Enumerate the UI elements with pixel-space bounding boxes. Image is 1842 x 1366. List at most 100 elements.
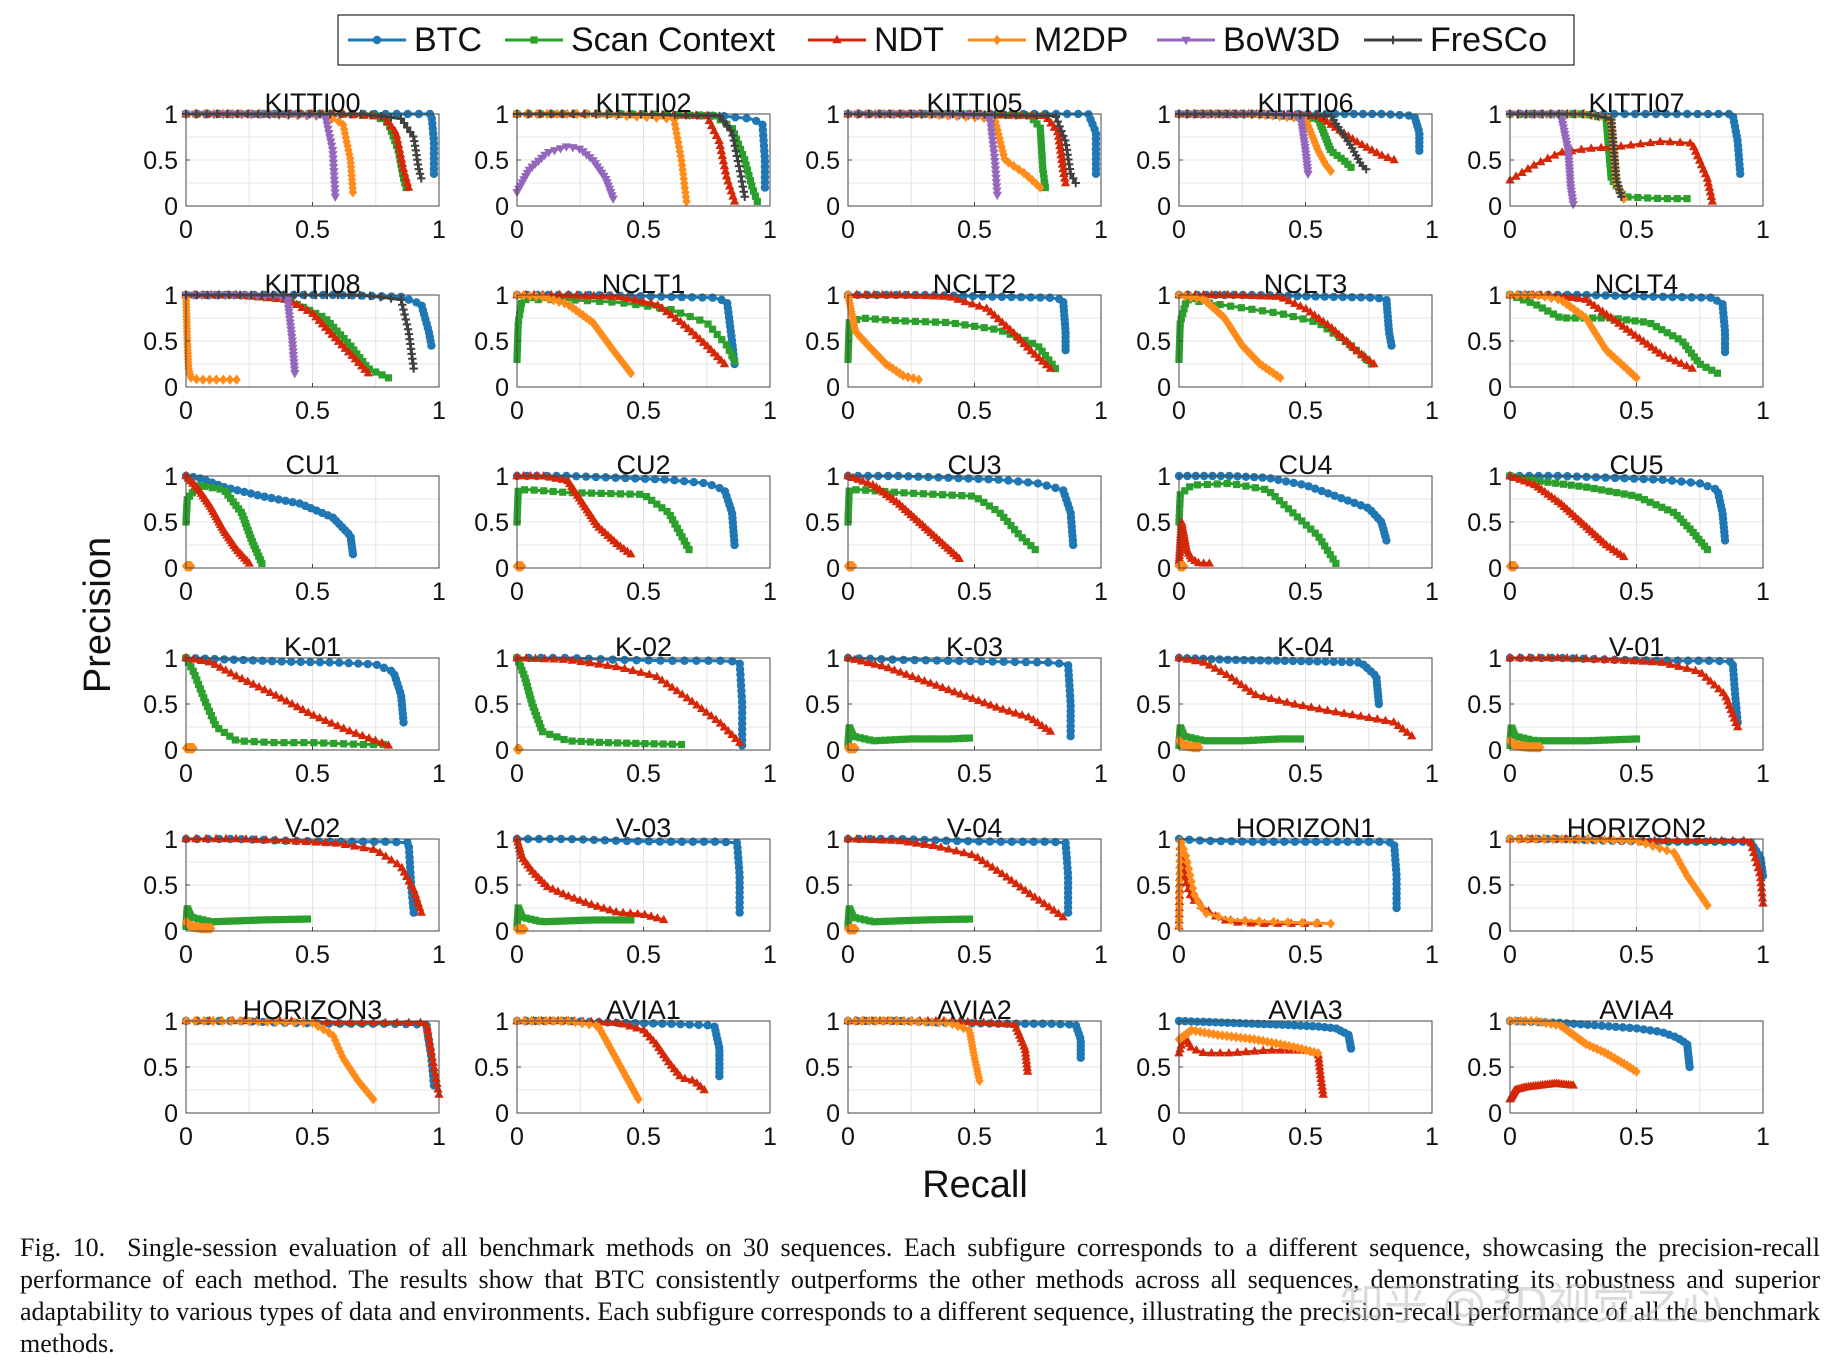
data-point-scan-context [1279,310,1288,318]
data-point-scan-context [845,491,853,500]
data-point-ndt [1514,652,1525,662]
x-tick-label: 0.5 [626,760,661,788]
data-point-scan-context [1535,737,1543,745]
data-point-ndt [382,116,393,126]
data-point-scan-context [1051,365,1060,373]
data-point-ndt [1056,149,1066,159]
x-tick-label: 0 [510,941,524,969]
x-tick-label: 0.5 [1288,397,1323,425]
data-point-scan-context [384,374,392,382]
data-point-scan-context [250,738,258,746]
data-point-ndt [1638,656,1648,665]
data-point-m2dp [348,187,358,198]
y-tick-label: 0.5 [143,328,178,356]
data-point-ndt [1655,136,1665,145]
data-point-btc [1023,478,1033,487]
data-point-scan-context [568,737,576,745]
data-point-scan-context [353,350,361,358]
y-tick-label: 0.5 [805,691,840,719]
data-point-scan-context [871,315,879,323]
data-point-m2dp [673,132,682,144]
data-point-btc [1387,341,1396,350]
data-point-ndt [1645,137,1656,147]
data-point-scan-context [958,492,966,500]
data-point-ndt [326,718,337,727]
x-tick-label: 0 [179,578,193,606]
data-point-scan-context [1185,483,1194,491]
data-point-bow3d [328,155,338,164]
data-point-ndt [1322,116,1332,125]
data-point-scan-context [226,732,234,740]
data-point-m2dp [1632,372,1641,383]
panel-title-v-01: V-01 [1609,632,1665,662]
x-tick-label: 0.5 [957,760,992,788]
data-point-scan-context [1038,147,1046,155]
data-point-ndt [1057,159,1068,168]
y-tick-label: 0.5 [474,691,509,719]
data-point-btc [1063,908,1073,917]
data-point-m2dp [1326,165,1335,177]
data-point-scan-context [728,352,736,360]
data-point-scan-context [1228,737,1236,745]
data-point-scan-context [583,297,592,305]
data-point-scan-context [244,527,252,535]
y-tick-label: 1 [826,1008,840,1036]
data-point-btc [1293,291,1302,301]
data-point-ndt [1223,289,1233,299]
data-point-m2dp [1180,290,1190,302]
data-point-scan-context [1611,736,1619,744]
data-point-scan-context [1298,517,1306,525]
data-point-scan-context [668,740,676,748]
data-point-btc [974,474,983,484]
data-point-ndt [1060,177,1071,187]
data-point-ndt [1272,291,1282,300]
data-point-scan-context [680,537,688,545]
data-point-btc [1601,473,1610,482]
data-point-ndt [226,668,236,677]
data-point-fresco [1271,110,1281,119]
data-point-fresco [722,121,732,130]
data-point-btc [1311,292,1320,301]
data-point-ndt [1557,147,1567,156]
data-point-m2dp [611,348,621,359]
data-point-btc [921,656,930,665]
data-point-btc [1415,146,1424,155]
data-point-ndt [1369,358,1379,368]
data-point-scan-context [587,489,596,497]
data-point-scan-context [209,716,217,724]
data-point-m2dp [1237,339,1246,350]
data-point-m2dp [585,315,594,326]
data-point-scan-context [1180,305,1188,313]
data-point-ndt [1301,303,1311,313]
data-point-bow3d [329,168,339,177]
data-point-ndt [1215,289,1225,299]
data-point-btc [399,718,408,727]
data-point-m2dp [212,374,221,385]
data-point-btc [977,657,986,666]
data-point-ndt [863,657,874,667]
data-point-scan-context [673,524,681,532]
data-point-scan-context [650,740,658,748]
data-point-btc [1694,656,1703,665]
data-point-ndt [1282,697,1292,706]
data-point-btc [716,656,725,666]
data-point-scan-context [1323,325,1331,333]
data-point-fresco [670,110,679,120]
data-point-fresco [729,136,738,145]
data-point-bow3d [326,138,336,147]
data-point-scan-context [1600,736,1608,744]
data-point-ndt [653,300,663,309]
data-point-bow3d [328,159,339,169]
data-point-bow3d [988,141,998,150]
x-tick-label: 1 [1756,941,1770,969]
data-point-scan-context [607,490,615,498]
panel-title-horizon2: HORIZON2 [1567,813,1707,843]
data-point-m2dp [682,196,691,207]
data-point-scan-context [362,361,370,370]
data-point-ndt [1596,142,1606,152]
data-point-ndt [953,294,963,303]
data-point-scan-context [1567,481,1575,489]
data-point-fresco [400,310,409,319]
data-point-scan-context [886,736,894,744]
data-point-btc [1648,475,1658,484]
